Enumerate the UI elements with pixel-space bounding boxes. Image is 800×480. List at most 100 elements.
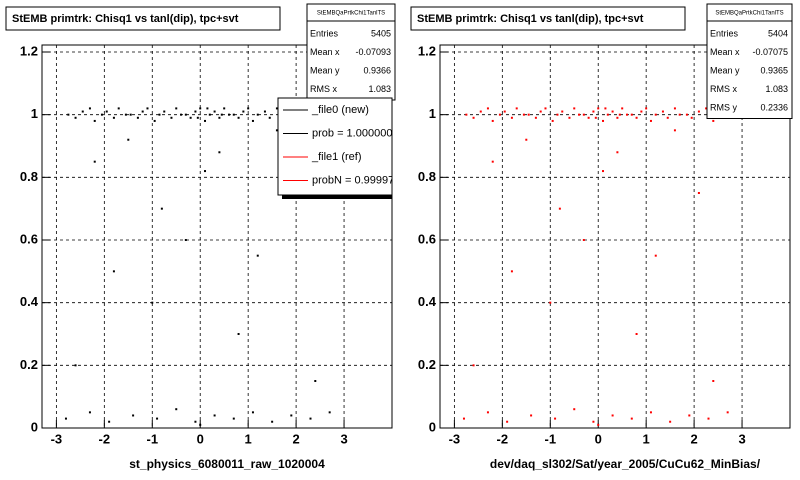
point: [268, 116, 271, 119]
point: [263, 110, 266, 113]
point: [251, 119, 254, 122]
point: [180, 113, 183, 116]
point: [597, 107, 600, 110]
point: [649, 411, 652, 414]
point: [194, 110, 197, 113]
stats-value: 0.9366: [363, 65, 391, 75]
point: [100, 113, 103, 116]
point: [611, 110, 614, 113]
stats-label: RMS x: [310, 84, 338, 94]
x-tick-label: 3: [738, 431, 745, 446]
point: [592, 420, 595, 423]
point: [314, 380, 317, 382]
point: [220, 113, 223, 116]
point: [654, 254, 657, 257]
point: [175, 408, 178, 411]
stats-label: RMS x: [710, 84, 738, 94]
y-tick-label: 1: [429, 106, 436, 121]
point: [616, 116, 619, 119]
y-tick-label: 0: [429, 419, 436, 434]
point: [472, 116, 475, 119]
point: [218, 151, 221, 154]
point: [256, 254, 259, 257]
legend-label: _file1 (ref): [311, 151, 362, 163]
legend-box: [277, 97, 393, 196]
point: [578, 113, 581, 116]
point: [582, 239, 585, 241]
point: [175, 107, 178, 110]
stats-value: 1.083: [765, 84, 788, 94]
point: [602, 119, 605, 122]
x-tick-label: 0: [197, 431, 204, 446]
point: [237, 116, 240, 119]
point: [685, 113, 688, 116]
point: [606, 113, 609, 116]
point: [127, 138, 130, 141]
point: [462, 417, 465, 420]
stats-label: Entries: [710, 28, 739, 38]
point: [247, 107, 250, 110]
point: [309, 417, 312, 420]
point: [618, 113, 621, 116]
stats-value: 0.9365: [760, 65, 788, 75]
point: [510, 116, 513, 119]
point: [673, 107, 676, 110]
point: [690, 116, 693, 119]
legend-label: probN = 0.99997: [312, 174, 394, 186]
stats-label: Mean y: [310, 65, 340, 75]
point: [592, 110, 595, 113]
point: [556, 113, 559, 116]
legend-label: _file0 (new): [311, 104, 369, 116]
stats-title: StEMBQaPrtkChi1TanlTS: [317, 11, 385, 17]
y-tick-label: 0: [31, 419, 38, 434]
point: [275, 129, 278, 132]
stats-label: Mean x: [710, 47, 740, 57]
point: [88, 107, 91, 110]
y-tick-label: 0.2: [418, 357, 436, 372]
x-tick-label: -2: [99, 431, 111, 446]
point: [88, 411, 91, 414]
stats-value: -0.07093: [355, 47, 391, 57]
point: [199, 107, 202, 110]
point: [602, 170, 605, 173]
y-tick-label: 1.2: [20, 43, 38, 58]
point: [491, 119, 494, 122]
stats-label: Mean y: [710, 65, 740, 75]
point: [573, 107, 576, 110]
point: [132, 414, 135, 417]
point: [673, 129, 676, 132]
point: [527, 113, 530, 116]
point: [530, 414, 533, 417]
stats-box: [306, 3, 396, 101]
x-tick-label: 2: [292, 431, 299, 446]
point: [256, 113, 259, 116]
point: [81, 110, 84, 113]
panel: StEMB primtrk: Chisq1 vs tanl(dip), tpc+…: [410, 3, 793, 471]
point: [549, 301, 552, 304]
point: [251, 411, 254, 414]
panel: StEMB primtrk: Chisq1 vs tanl(dip), tpc+…: [5, 3, 396, 471]
point: [151, 301, 154, 304]
point: [218, 116, 221, 119]
x-tick-label: 1: [245, 431, 252, 446]
point: [582, 113, 585, 116]
x-tick-label: -2: [497, 431, 509, 446]
point: [654, 113, 657, 116]
point: [163, 110, 166, 113]
stats-value: 0.2336: [760, 102, 788, 112]
legend-label: prob = 1.000000: [312, 127, 392, 139]
point: [661, 110, 664, 113]
x-tick-label: -1: [544, 431, 556, 446]
point: [479, 110, 482, 113]
point: [573, 408, 576, 411]
point: [515, 107, 518, 110]
point: [184, 113, 187, 116]
point: [105, 110, 108, 113]
stats-value: 5405: [371, 28, 391, 38]
y-tick-label: 0.6: [418, 231, 436, 246]
point: [206, 107, 209, 110]
point: [227, 113, 230, 116]
point: [237, 333, 240, 335]
x-axis-title: st_physics_6080011_raw_1020004: [129, 457, 325, 471]
